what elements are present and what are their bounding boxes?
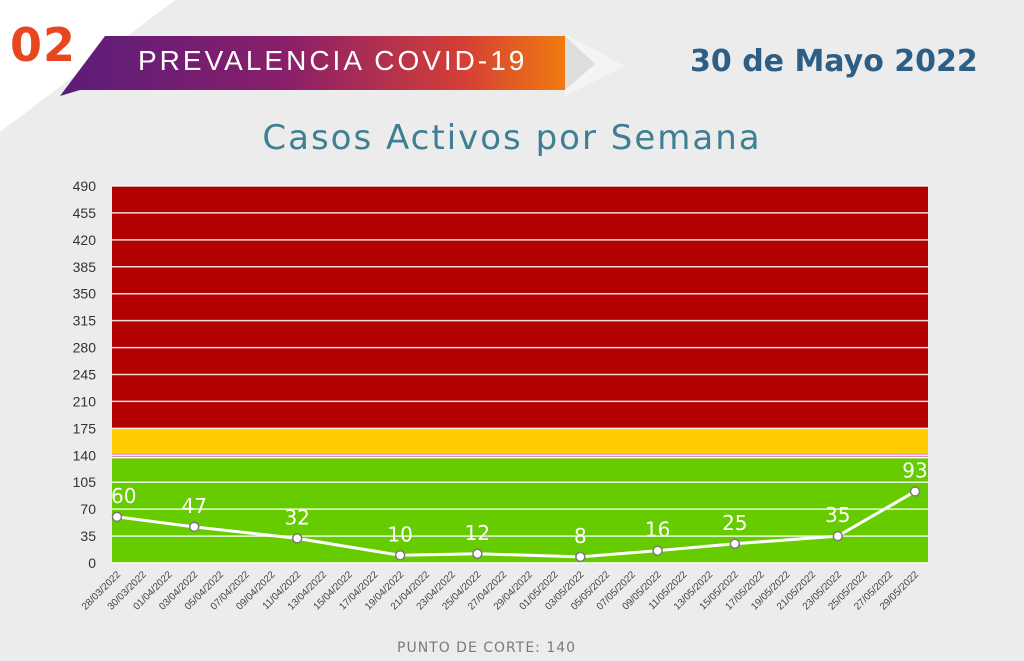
data-point bbox=[832, 530, 844, 542]
data-label: 12 bbox=[465, 521, 490, 545]
title-banner bbox=[60, 34, 625, 96]
data-point bbox=[291, 533, 303, 544]
data-point bbox=[729, 538, 741, 550]
y-tick-label: 140 bbox=[73, 447, 97, 463]
band-yellow bbox=[112, 428, 928, 456]
data-label: 35 bbox=[825, 503, 850, 527]
data-label: 16 bbox=[645, 518, 670, 542]
data-label: 25 bbox=[722, 511, 747, 535]
data-label: 10 bbox=[387, 522, 412, 546]
series-line bbox=[116, 490, 916, 559]
data-point bbox=[652, 545, 663, 556]
y-tick-label: 455 bbox=[73, 205, 97, 221]
y-tick-label: 280 bbox=[73, 340, 97, 356]
report-date: 30 de Mayo 2022 bbox=[690, 44, 978, 79]
y-tick-label: 420 bbox=[73, 232, 97, 248]
y-tick-label: 35 bbox=[80, 528, 96, 544]
data-point bbox=[575, 551, 586, 563]
y-tick-label: 490 bbox=[73, 178, 97, 194]
chart-title: Casos Activos por Semana bbox=[262, 118, 762, 158]
section-number: 02 bbox=[10, 18, 77, 72]
data-point bbox=[472, 548, 483, 560]
banner-title: PREVALENCIA COVID-19 bbox=[138, 45, 528, 76]
y-tick-label: 70 bbox=[80, 501, 96, 517]
y-tick-label: 245 bbox=[73, 367, 97, 383]
data-label: 47 bbox=[181, 494, 206, 518]
y-tick-label: 105 bbox=[73, 474, 97, 490]
data-point bbox=[111, 511, 123, 523]
y-tick-label: 0 bbox=[88, 555, 96, 571]
band-red bbox=[112, 186, 928, 429]
y-tick-label: 175 bbox=[73, 420, 97, 436]
data-label: 8 bbox=[574, 524, 587, 548]
data-label: 60 bbox=[111, 484, 136, 508]
data-label: 93 bbox=[902, 458, 927, 482]
data-label: 32 bbox=[284, 505, 309, 529]
y-tick-label: 315 bbox=[73, 313, 97, 329]
cutoff-note: PUNTO DE CORTE: 140 bbox=[397, 640, 577, 656]
data-point bbox=[188, 521, 200, 533]
data-point bbox=[394, 550, 406, 561]
y-tick-label: 350 bbox=[73, 286, 97, 302]
data-point bbox=[909, 486, 921, 497]
band-green bbox=[112, 458, 928, 563]
y-tick-label: 385 bbox=[73, 259, 97, 275]
y-tick-label: 210 bbox=[73, 393, 97, 409]
